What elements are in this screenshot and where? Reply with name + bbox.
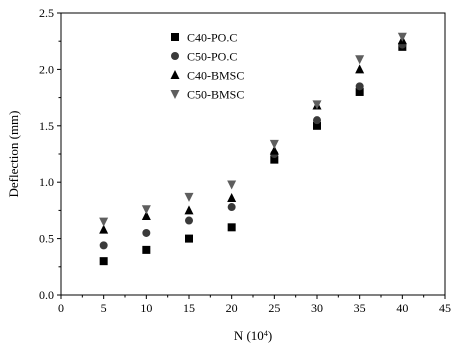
x-tick-label: 30 [311, 301, 323, 315]
data-point [141, 211, 151, 221]
legend: C40-PO.C C50-PO.C C40-BMSC C50-BMSC [170, 31, 244, 102]
data-point [142, 245, 151, 254]
legend-label: C50-BMSC [187, 88, 244, 102]
data-point [141, 205, 151, 215]
data-point [355, 87, 364, 96]
x-tick-label: 5 [101, 301, 107, 315]
data-points [99, 32, 407, 266]
data-point [184, 192, 194, 202]
x-tick-label: 35 [354, 301, 366, 315]
data-point [312, 100, 322, 110]
x-tick-label: 10 [140, 301, 152, 315]
data-point [313, 116, 321, 125]
data-point [269, 145, 279, 155]
x-axis-title-text: N (10 [234, 328, 264, 343]
legend-label: C50-PO.C [187, 50, 237, 64]
axis-tick-labels: 0 5 10 15 20 25 30 35 40 45 0.0 0.5 1.0 1.5 2.0 2.5 [39, 6, 451, 315]
y-tick-label: 2.0 [39, 62, 54, 76]
data-point [227, 192, 237, 202]
data-point [99, 241, 108, 250]
x-tick-label: 45 [439, 301, 451, 315]
data-point [185, 216, 193, 225]
data-point [99, 224, 109, 234]
data-point [185, 234, 193, 243]
plot-area [60, 12, 446, 296]
legend-marker [171, 52, 179, 60]
axis-ticks [57, 12, 446, 299]
legend-marker [170, 70, 180, 79]
data-point [313, 121, 321, 130]
plot-border [60, 12, 446, 296]
x-tick-label: 20 [226, 301, 238, 315]
y-tick-label: 1.0 [39, 175, 54, 189]
legend-label: C40-PO.C [187, 31, 237, 45]
data-point [355, 82, 364, 91]
data-point [355, 55, 365, 65]
x-tick-label: 15 [183, 301, 195, 315]
y-axis-title: Deflection (mm) [6, 111, 21, 198]
legend-marker [171, 33, 179, 41]
data-point [227, 203, 236, 212]
x-tick-label: 40 [396, 301, 408, 315]
y-tick-label: 2.5 [39, 6, 54, 20]
x-tick-label: 25 [268, 301, 280, 315]
series-c40-bmsc [99, 35, 407, 234]
y-tick-label: 0.0 [39, 288, 54, 302]
legend-marker [170, 90, 180, 99]
y-tick-label: 1.5 [39, 119, 54, 133]
data-point [355, 64, 365, 74]
series-c50-bmsc [99, 32, 407, 227]
data-point [184, 205, 194, 215]
data-point [99, 257, 108, 266]
x-axis-title-suffix: ) [268, 328, 272, 343]
x-tick-label: 0 [58, 301, 64, 315]
data-point [397, 32, 407, 42]
y-tick-label: 0.5 [39, 232, 54, 246]
data-point [142, 228, 151, 237]
data-point [227, 223, 236, 232]
x-axis-title-superscript: 4 [264, 329, 268, 338]
data-point [99, 217, 109, 227]
legend-label: C40-BMSC [187, 69, 244, 83]
data-point [269, 139, 279, 149]
data-point [270, 155, 279, 164]
data-point [227, 180, 237, 190]
x-axis-title: N (104) [234, 328, 272, 343]
